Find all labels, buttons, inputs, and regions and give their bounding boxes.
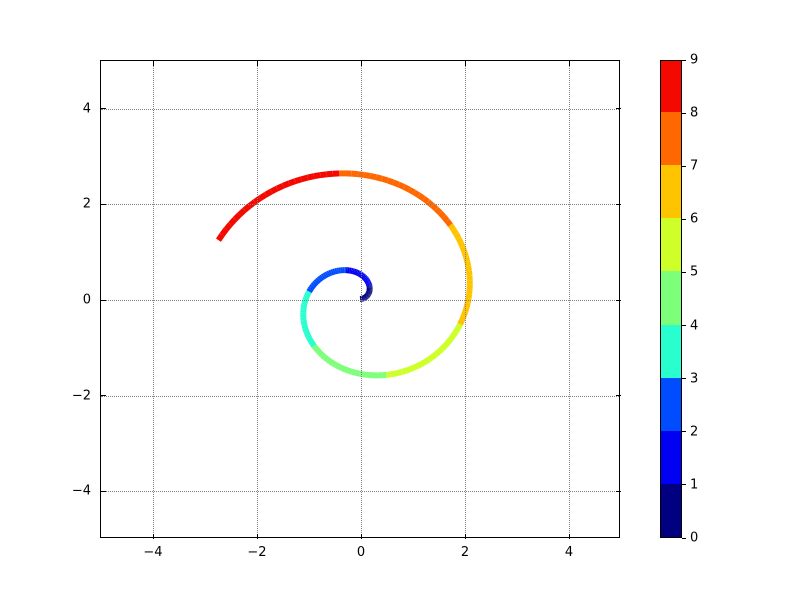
spiral-line [101,61,619,537]
xtick [465,61,466,66]
colorbar-segment [661,165,681,219]
colorbar-segment [661,483,681,537]
xtick-label: 2 [461,545,469,560]
xtick [361,61,362,66]
grid-line-h [101,109,619,110]
colorbar-tick-label: 6 [690,212,698,227]
xtick [153,534,154,539]
xtick-label: 4 [565,545,573,560]
figure: −4−2024−4−2024 0123456789 [0,0,800,598]
ytick [616,300,621,301]
colorbar-tick [682,113,686,114]
colorbar-tick [682,219,686,220]
grid-line-v [153,61,154,537]
plot-axes: −4−2024−4−2024 [100,60,620,538]
colorbar-tick [682,538,686,539]
ytick-label: −4 [72,484,91,499]
colorbar-tick-label: 8 [690,106,698,121]
ytick [616,204,621,205]
colorbar-tick [682,378,686,379]
ytick [616,108,621,109]
xtick [257,534,258,539]
colorbar-tick [682,166,686,167]
ytick [101,108,106,109]
colorbar-tick [682,325,686,326]
colorbar-tick [682,431,686,432]
colorbar-segment [661,324,681,378]
ytick [101,395,106,396]
colorbar-tick-label: 2 [690,424,698,439]
grid-line-v [465,61,466,537]
ytick-label: 2 [83,197,91,212]
colorbar-tick-label: 3 [690,371,698,386]
xtick [465,534,466,539]
colorbar-tick [682,60,686,61]
grid-line-v [569,61,570,537]
ytick [616,491,621,492]
ytick-label: −2 [72,388,91,403]
colorbar-segment [661,377,681,431]
grid-line-v [257,61,258,537]
colorbar-tick [682,272,686,273]
ytick [101,204,106,205]
xtick-label: −4 [143,545,162,560]
grid-line-h [101,491,619,492]
colorbar-segment [661,271,681,325]
xtick [569,534,570,539]
xtick-label: 0 [357,545,365,560]
colorbar-tick-label: 0 [690,531,698,546]
xtick [361,534,362,539]
xtick [569,61,570,66]
grid-line-h [101,300,619,301]
xtick [257,61,258,66]
ytick-label: 4 [83,101,91,116]
colorbar-segment [661,218,681,272]
colorbar-tick-label: 1 [690,477,698,492]
colorbar-segment [661,112,681,166]
xtick-label: −2 [247,545,266,560]
colorbar-tick-label: 5 [690,265,698,280]
ytick [101,491,106,492]
xtick [153,61,154,66]
colorbar-segment [661,60,681,112]
colorbar-tick-label: 9 [690,53,698,68]
colorbar-segment [661,430,681,484]
colorbar-tick-label: 7 [690,159,698,174]
ytick-label: 0 [83,293,91,308]
colorbar-tick [682,484,686,485]
colorbar [660,60,682,538]
grid-line-h [101,396,619,397]
ytick [616,395,621,396]
colorbar-tick-label: 4 [690,318,698,333]
grid-line-h [101,204,619,205]
grid-line-v [361,61,362,537]
ytick [101,300,106,301]
